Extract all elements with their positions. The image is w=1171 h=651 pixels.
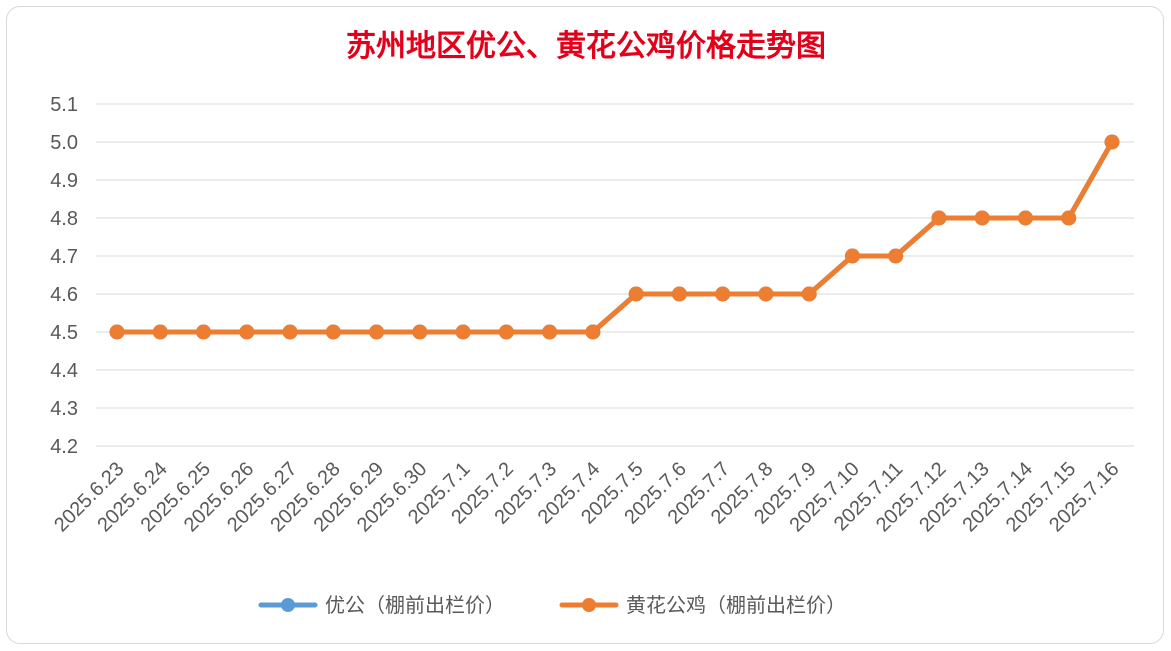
chart-title: 苏州地区优公、黄花公鸡价格走势图 xyxy=(346,29,826,64)
y-tick-label-2: 4.4 xyxy=(50,360,78,382)
data-point-1-13 xyxy=(671,286,687,302)
data-point-1-15 xyxy=(758,286,774,302)
y-tick-label-3: 4.5 xyxy=(50,322,78,344)
legend-label-1: 黄花公鸡（棚前出栏价） xyxy=(626,593,846,617)
data-point-1-19 xyxy=(931,210,947,226)
y-tick-label-0: 4.2 xyxy=(50,436,78,458)
y-tick-label-6: 4.8 xyxy=(50,208,78,230)
data-point-1-5 xyxy=(325,324,341,340)
legend-swatch-marker-1 xyxy=(582,598,596,612)
data-point-1-23 xyxy=(1104,134,1120,150)
series-line-1 xyxy=(114,139,1115,335)
data-point-1-17 xyxy=(844,248,860,264)
series-0 xyxy=(109,134,1120,340)
data-point-1-22 xyxy=(1061,210,1077,226)
series-group xyxy=(109,134,1120,340)
data-point-1-12 xyxy=(628,286,644,302)
grid-lines xyxy=(96,103,1134,447)
data-point-1-16 xyxy=(801,286,817,302)
chart-frame xyxy=(6,6,1164,644)
y-tick-label-5: 4.7 xyxy=(50,246,78,268)
y-tick-label-7: 4.9 xyxy=(50,170,78,192)
data-point-1-4 xyxy=(282,324,298,340)
y-tick-label-1: 4.3 xyxy=(50,398,78,420)
data-point-1-1 xyxy=(152,324,168,340)
data-point-1-14 xyxy=(715,286,731,302)
data-point-1-8 xyxy=(455,324,471,340)
y-tick-label-9: 5.1 xyxy=(50,94,78,116)
data-point-1-2 xyxy=(196,324,212,340)
legend-label-0: 优公（棚前出栏价） xyxy=(325,593,505,617)
data-point-1-0 xyxy=(109,324,125,340)
y-tick-label-4: 4.6 xyxy=(50,284,78,306)
y-axis-ticks: 4.2 4.3 4.4 4.5 4.6 4.7 4.8 4.9 5.0 5.1 xyxy=(50,94,78,458)
data-point-1-21 xyxy=(1017,210,1033,226)
legend-swatch-marker-0 xyxy=(281,598,295,612)
data-point-1-11 xyxy=(585,324,601,340)
y-tick-label-8: 5.0 xyxy=(50,132,78,154)
data-point-1-10 xyxy=(542,324,558,340)
data-point-1-6 xyxy=(369,324,385,340)
series-1 xyxy=(109,134,1120,340)
x-axis-ticks: 2025.6.232025.6.242025.6.252025.6.262025… xyxy=(50,458,1123,536)
legend: 优公（棚前出栏价） 黄花公鸡（棚前出栏价） xyxy=(258,593,846,617)
data-point-1-3 xyxy=(239,324,255,340)
data-point-1-20 xyxy=(974,210,990,226)
series-line-0 xyxy=(114,139,1115,335)
data-point-1-9 xyxy=(498,324,514,340)
data-point-1-7 xyxy=(412,324,428,340)
data-point-1-18 xyxy=(888,248,904,264)
